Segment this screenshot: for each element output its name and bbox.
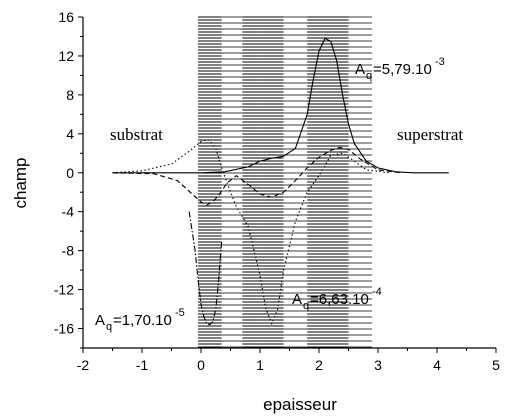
y-tick-label-2: -8 <box>62 243 75 259</box>
axes <box>78 16 497 353</box>
layer-band-2 <box>242 16 263 348</box>
y-tick-label-8: 16 <box>58 9 74 25</box>
layer-band-1 <box>221 16 243 348</box>
x-tick-label-3: 1 <box>256 357 264 373</box>
annotation-2-exp: -4 <box>372 286 382 298</box>
x-tick-label-1: -1 <box>136 357 149 373</box>
annotation-2-value: =6,63.10 <box>310 291 369 308</box>
annotation-aq-1: A q =5,79.10 -3 <box>355 56 445 82</box>
y-tick-label-7: 12 <box>58 48 74 64</box>
layer-band-6 <box>348 16 373 348</box>
annotation-2-base: A <box>292 291 302 308</box>
x-tick-label-4: 2 <box>315 357 323 373</box>
x-tick-label-0: -2 <box>77 357 90 373</box>
layer-hatch-6 <box>348 16 373 348</box>
layer-band-0 <box>198 16 222 348</box>
layer-hatch-4 <box>283 16 308 348</box>
layer-hatch-2 <box>242 16 263 348</box>
x-tick-label-7: 5 <box>492 357 500 373</box>
superstrat-label: superstrat <box>397 125 463 144</box>
layer-hatch-0 <box>198 16 222 348</box>
annotation-2-sub: q <box>303 300 309 312</box>
layer-hatch-1 <box>221 16 243 348</box>
y-tick-label-3: -4 <box>62 204 75 220</box>
y-tick-label-1: -12 <box>54 282 74 298</box>
series-line-3 <box>188 211 223 326</box>
y-tick-label-5: 4 <box>66 126 74 142</box>
layer-band-5 <box>307 16 349 348</box>
series-line-2 <box>112 139 390 326</box>
annotation-aq-2: A q =6,63.10 -4 <box>292 286 382 312</box>
annotation-3-value: =1,70.10 <box>113 312 172 329</box>
x-axis-label: epaisseur <box>263 395 337 414</box>
layer-band-3 <box>262 16 284 348</box>
annotation-3-base: A <box>95 312 105 329</box>
annotation-1-value: =5,79.10 <box>373 61 432 78</box>
field-curves <box>112 37 449 326</box>
series-line-0 <box>112 37 449 174</box>
annotation-1-sub: q <box>366 70 372 82</box>
layer-hatch-3 <box>262 16 284 348</box>
x-tick-label-6: 4 <box>433 357 441 373</box>
annotation-3-sub: q <box>106 321 112 333</box>
layer-hatch-5 <box>307 16 349 348</box>
y-tick-label-0: -16 <box>54 321 74 337</box>
y-tick-label-6: 8 <box>66 87 74 103</box>
annotation-1-exp: -3 <box>435 56 445 68</box>
y-axis-label: champ <box>11 157 30 208</box>
y-tick-label-4: 0 <box>66 165 74 181</box>
annotation-1-base: A <box>355 61 365 78</box>
x-tick-label-5: 3 <box>374 357 382 373</box>
layer-band-4 <box>283 16 308 348</box>
x-tick-label-2: 0 <box>197 357 205 373</box>
annotation-aq-3: A q =1,70.10 -5 <box>95 307 185 333</box>
layer-stack <box>198 16 373 348</box>
substrat-label: substrat <box>110 125 163 144</box>
annotation-3-exp: -5 <box>175 307 185 319</box>
